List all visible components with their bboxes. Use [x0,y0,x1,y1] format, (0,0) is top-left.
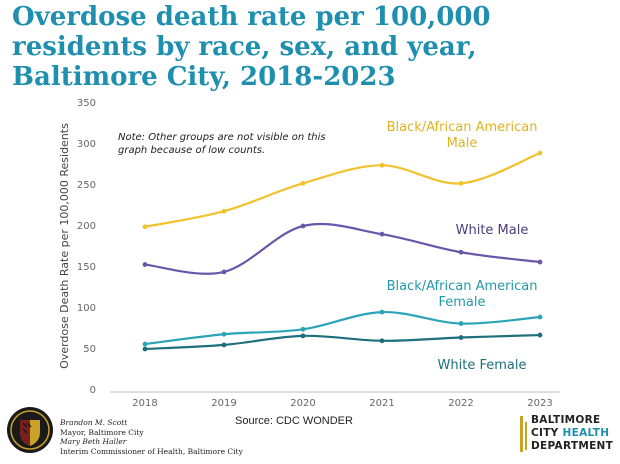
x-tick-label: 2020 [290,398,315,409]
chart-title: Overdose death rate per 100,000 resident… [12,2,491,92]
series-line [144,310,541,346]
data-point [379,309,385,315]
series-label: White Male [456,223,529,238]
y-tick-label: 350 [77,98,96,109]
data-point [537,150,543,156]
data-point [458,335,464,340]
source-note: Source: CDC WONDER [235,415,353,427]
series-label: Female [438,295,485,310]
y-tick-label: 0 [90,385,96,396]
data-point [142,341,148,347]
series-line [144,151,541,228]
series-label: Black/African American [387,279,538,294]
x-tick-label: 2022 [448,398,473,409]
logo-bar-icon [525,422,527,450]
y-tick-label: 150 [77,262,96,273]
commissioner-name: Mary Beth Haller [60,437,127,446]
x-tick-label: 2023 [527,398,552,409]
logo-line-2b: HEALTH [562,427,610,439]
data-point [458,180,464,186]
logo-line-1: BALTIMORE [531,414,601,426]
data-point [221,208,227,214]
data-point [379,162,385,168]
logo-line-2a: CITY [531,427,563,439]
data-point [142,262,148,267]
officials-block: Brandon M. Scott Mayor, Baltimore City M… [60,418,243,456]
commissioner-title: Interim Commissioner of Health, Baltimor… [60,446,243,456]
series-label: Male [447,136,478,151]
y-tick-label: 100 [77,303,96,314]
data-point [379,231,385,237]
data-point [300,223,306,229]
data-point [537,332,543,338]
data-point [458,321,464,326]
y-tick-label: 200 [77,221,96,232]
y-tick-label: 300 [77,139,96,150]
x-tick-label: 2018 [132,398,157,409]
x-tick-label: 2019 [211,398,236,409]
mayor-name: Brandon M. Scott [60,418,128,427]
data-point [142,224,148,230]
data-point [300,326,306,332]
series-label: White Female [438,358,527,373]
data-point [221,269,227,275]
y-tick-label: 50 [83,344,96,355]
mayor-title: Mayor, Baltimore City [60,427,144,437]
data-point [537,314,543,320]
series-line [144,333,541,351]
data-point [458,249,464,255]
series-label: Black/African American [387,120,538,135]
y-axis-label: Overdose Death Rate per 100,000 Resident… [58,123,71,369]
x-tick-label: 2021 [369,398,394,409]
data-point [537,259,543,265]
logo-bar-icon [520,416,523,452]
data-point [379,338,385,344]
data-point [221,342,227,348]
data-point [221,331,227,337]
data-point [300,180,306,186]
y-tick-label: 250 [77,180,96,191]
baltimore-city-seal-icon [7,407,53,453]
chart-note: graph because of low counts. [118,145,265,156]
chart-note: Note: Other groups are not visible on th… [118,132,326,143]
data-point [300,333,306,339]
logo-line-3: DEPARTMENT [531,440,614,452]
data-point [142,346,148,352]
